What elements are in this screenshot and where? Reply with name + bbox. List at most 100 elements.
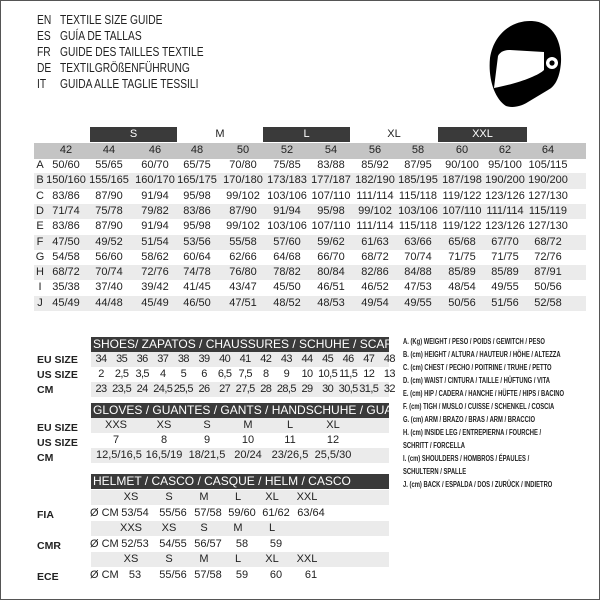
cell-text: 58 — [235, 538, 249, 550]
row-label: EU SIZE — [37, 421, 78, 435]
cell-text: 87/90 — [95, 189, 123, 202]
cell-text: 95/98 — [317, 204, 345, 217]
measurement-cell: 56/60 — [88, 250, 130, 265]
cell-text: 67/70 — [491, 235, 519, 248]
cell-text: 56/57 — [194, 538, 222, 550]
glove-size-cell: 25,5/30 — [313, 448, 353, 463]
cell-text: I — [38, 281, 42, 294]
cell-text: 68/72 — [361, 250, 389, 263]
helmet-size-cell: 57/58 — [192, 568, 224, 583]
cell-text: 119/122 — [442, 189, 482, 202]
measurement-cell: 45/50 — [266, 280, 308, 295]
glove-size-cell: S — [187, 418, 227, 433]
shoe-size-cell: 8 — [256, 367, 276, 382]
cell-text: 3,5 — [135, 368, 149, 380]
cell-text: 46/52 — [361, 281, 389, 294]
cell-text: 20/24 — [234, 449, 262, 461]
cell-text: 105/115 — [528, 159, 568, 171]
measurement-cell: 82/86 — [354, 265, 396, 280]
helmet-size-cell: 59/60 — [226, 506, 258, 521]
cell-text: 127/130 — [528, 220, 568, 233]
measurement-cell: 71/74 — [45, 204, 87, 219]
shoe-size-cell: 11,5 — [338, 367, 358, 382]
cell-text: 187/198 — [442, 174, 482, 187]
cell-text: 16,5/19 — [145, 449, 183, 461]
cell-text: 10 — [241, 434, 255, 446]
cell-text: 59/62 — [317, 235, 345, 248]
cell-text: CM — [37, 384, 54, 396]
measurement-cell: 99/102 — [222, 219, 264, 234]
cell-text: 83/88 — [317, 159, 345, 171]
cell-text: 65/68 — [448, 235, 476, 248]
shoe-size-cell: 25,5 — [173, 382, 194, 397]
cell-text: 85/92 — [361, 159, 389, 171]
cell-text: 87/90 — [229, 204, 257, 217]
shoe-size-cell: 26 — [194, 382, 214, 397]
measurement-cell: 70/74 — [397, 250, 439, 265]
cell-text: 60/70 — [141, 159, 169, 171]
helmet-size-cell: 61 — [295, 568, 327, 583]
cell-text: Ø CM — [90, 538, 119, 550]
cell-text: XXL — [472, 128, 493, 140]
size-number-row — [34, 143, 586, 159]
section-header: GLOVES / GUANTES / GANTS / HANDSCHUHE / … — [91, 403, 389, 418]
cell-text: 99/102 — [358, 204, 392, 217]
cell-text: 57/58 — [194, 507, 222, 519]
cell-text: 68/72 — [534, 235, 562, 248]
measurement-cell: 50/56 — [441, 296, 483, 311]
measurement-cell: 74/78 — [176, 265, 218, 280]
glove-size-cell: 20/24 — [228, 448, 268, 463]
cell-text: 30 — [322, 383, 334, 395]
cell-text: XXS — [119, 522, 142, 534]
row-band — [91, 448, 389, 463]
legend-item: F. (cm) TIGH / MUSLO / CUISSE / SCHENKEL… — [403, 401, 555, 411]
row-band — [91, 382, 389, 397]
measurement-cell: 123/126 — [484, 189, 526, 204]
cell-text: 65/75 — [183, 159, 211, 171]
cell-text: 71/75 — [448, 250, 476, 263]
row-key: F — [34, 235, 46, 250]
cell-text: 45 — [322, 353, 334, 365]
measurement-cell: 49/54 — [354, 296, 396, 311]
row-key: B — [34, 173, 46, 188]
measurement-cell: 49/52 — [88, 235, 130, 250]
shoe-size-cell: 23 — [91, 382, 111, 397]
glove-size-cell: XXS — [96, 418, 136, 433]
measurement-cell: 91/94 — [134, 219, 176, 234]
size-group-header: XXL — [438, 127, 527, 142]
cell-text: 28 — [260, 383, 272, 395]
glove-size-cell: 7 — [96, 433, 136, 448]
shoe-size-cell: 27,5 — [235, 382, 256, 397]
measurement-cell: 46/51 — [310, 280, 352, 295]
glove-size-cell: 12,5/16,5 — [96, 448, 142, 463]
glove-size-cell: 10 — [228, 433, 268, 448]
glove-size-cell: 11 — [270, 433, 310, 448]
cell-text: US SIZE — [37, 369, 78, 381]
shoe-size-cell: 4 — [153, 367, 173, 382]
cell-text: 170/180 — [223, 174, 263, 187]
measurement-cell: 75/85 — [266, 158, 308, 173]
size-number: 64 — [527, 143, 569, 158]
measurement-cell: 115/119 — [527, 204, 569, 219]
title-text: GUIDE DES TAILLES TEXTILE — [60, 45, 204, 59]
cell-text: S — [165, 491, 173, 503]
measurement-cell: 47/51 — [222, 296, 264, 311]
cell-text: 12,5/16,5 — [96, 449, 142, 461]
cell-text: 50/56 — [448, 296, 476, 309]
measurement-cell: 65/75 — [176, 158, 218, 173]
unit-label: Ø CM — [90, 568, 119, 583]
lang-code: FR — [37, 45, 51, 59]
measurement-cell: 170/180 — [222, 173, 264, 188]
cell-text: 55/58 — [229, 235, 257, 248]
size-group-header: XL — [350, 127, 438, 142]
cell-text: US SIZE — [37, 437, 78, 449]
cell-text: 48/52 — [273, 296, 301, 309]
shoe-size-cell: 3,5 — [132, 367, 152, 382]
measurement-cell: 45/49 — [134, 296, 176, 311]
measurement-cell: 37/40 — [88, 280, 130, 295]
measurement-cell: 160/170 — [134, 173, 176, 188]
helmet-size-cell: 59 — [260, 537, 292, 552]
legend-item: E. (cm) HIP / CADERA / HANCHE / HÜFTE / … — [403, 388, 565, 398]
cell-text: 155/165 — [89, 174, 129, 187]
shoe-size-cell: 29 — [297, 382, 317, 397]
